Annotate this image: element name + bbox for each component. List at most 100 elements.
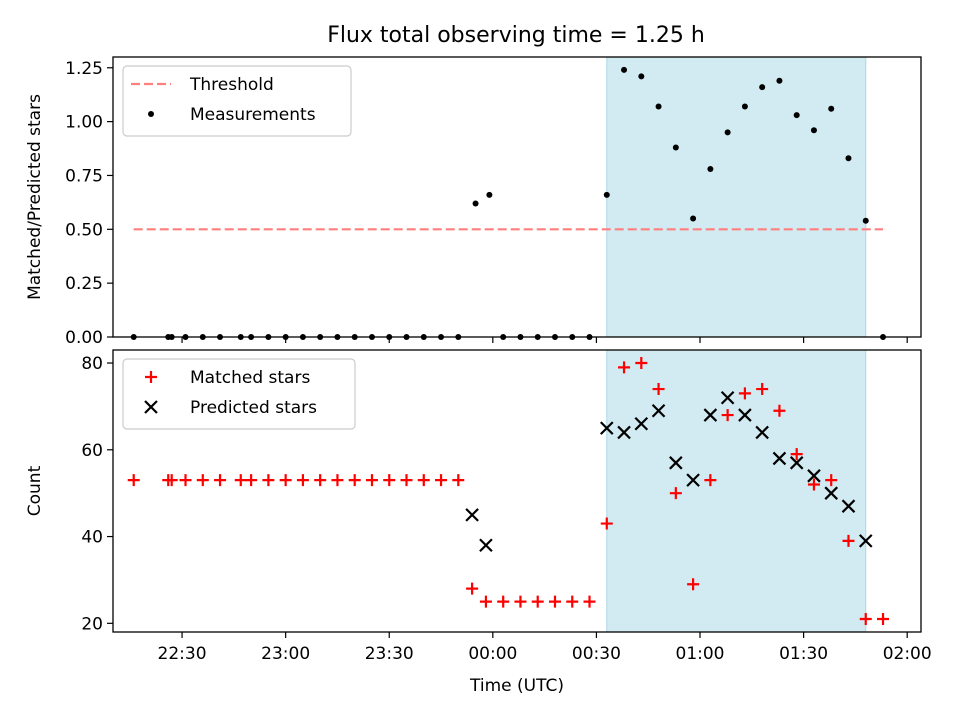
predicted-star-point xyxy=(824,486,838,500)
y-tick-label: 1.25 xyxy=(65,59,103,79)
chart-title: Flux total observing time = 1.25 h xyxy=(327,23,705,48)
matched-star-point xyxy=(738,387,751,400)
matched-star-point xyxy=(669,487,682,500)
predicted-star-point xyxy=(772,451,787,466)
x-tick-label: 02:00 xyxy=(883,644,932,664)
matched-star-point xyxy=(807,478,820,491)
matched-star-point xyxy=(825,474,838,487)
matched-star-point xyxy=(452,474,465,487)
matched-star-point xyxy=(704,474,717,487)
measurement-point xyxy=(472,200,479,207)
x-tick-label: 00:00 xyxy=(468,644,517,664)
predicted-star-point xyxy=(807,469,821,483)
legend-matched-symbol xyxy=(145,371,157,383)
matched-star-point xyxy=(314,474,327,487)
matched-star-point xyxy=(687,578,700,591)
predicted-star-point xyxy=(755,425,769,440)
legend-entry-label: Predicted stars xyxy=(190,398,317,418)
matched-star-point xyxy=(859,612,872,625)
y-tick-label: 20 xyxy=(81,614,103,634)
measurement-point xyxy=(672,144,679,151)
predicted-star-point xyxy=(651,403,666,418)
matched-star-point xyxy=(435,474,448,487)
x-tick-label: 01:00 xyxy=(676,644,725,664)
matched-star-point xyxy=(196,474,209,487)
x-tick-label: 22:30 xyxy=(158,644,207,664)
x-tick-label: 01:30 xyxy=(779,644,828,664)
legend-box xyxy=(122,358,356,430)
measurement-point xyxy=(621,66,628,73)
matched-star-point xyxy=(383,474,396,487)
matched-star-point xyxy=(497,595,510,608)
matched-star-point xyxy=(877,612,890,625)
matched-star-point xyxy=(214,474,227,487)
top-panel: 0.00 0.25 0.50 0.75 1.00 1.25 Matched/Predicte… xyxy=(25,56,922,348)
y-tick-label: 60 xyxy=(81,441,103,461)
y-tick-label: 1.00 xyxy=(65,113,103,133)
matched-star-point xyxy=(417,474,430,487)
legend-entry-label: Measurements xyxy=(190,105,316,125)
measurement-point xyxy=(793,112,800,119)
matched-star-point xyxy=(179,474,192,487)
matched-star-point xyxy=(296,474,309,487)
matched-star-point xyxy=(165,474,178,487)
y-tick-label: 0.25 xyxy=(65,274,103,294)
measurement-point xyxy=(759,84,766,91)
matched-star-point xyxy=(756,383,769,396)
legend-measurement-symbol xyxy=(148,111,154,117)
predicted-star-point xyxy=(479,538,493,553)
y-tick-label: 0.75 xyxy=(65,166,103,186)
y-axis-label: Matched/Predicted stars xyxy=(25,94,45,300)
matched-star-point xyxy=(583,595,596,608)
matched-star-point xyxy=(790,448,803,461)
matched-star-point xyxy=(127,474,140,487)
matched-star-point xyxy=(262,474,275,487)
predicted-star-point xyxy=(841,499,856,513)
predicted-star-point xyxy=(789,456,804,470)
matched-star-point xyxy=(600,517,613,530)
bottom-panel: 20 40 60 80 22:30 23:00 23:30 00:00 00:30 01:00 01… xyxy=(25,349,932,696)
shaded-interval xyxy=(606,56,867,338)
matched-star-point xyxy=(721,409,734,422)
y-tick-label: 80 xyxy=(81,354,103,374)
measurement-point xyxy=(486,191,493,198)
predicted-star-point xyxy=(465,508,479,522)
measurement-point xyxy=(741,103,748,110)
x-tick-label: 23:00 xyxy=(261,644,310,664)
measurement-point xyxy=(828,105,835,112)
measurement-point xyxy=(862,217,869,224)
matched-star-point xyxy=(773,404,786,417)
matched-star-point xyxy=(400,474,413,487)
measurement-point xyxy=(724,129,731,136)
matched-star-point xyxy=(331,474,344,487)
measurement-point xyxy=(603,191,610,198)
legend-predicted-symbol xyxy=(144,400,158,414)
measurement-point xyxy=(776,77,783,84)
predicted-star-point xyxy=(617,425,631,440)
x-tick-label: 23:30 xyxy=(365,644,414,664)
predicted-star-point xyxy=(720,390,735,405)
matched-star-point xyxy=(245,474,258,487)
matched-star-point xyxy=(652,383,665,396)
axes-frame xyxy=(112,56,922,338)
matched-star-point xyxy=(514,595,527,608)
predicted-star-point xyxy=(634,416,649,431)
matched-star-point xyxy=(234,474,247,487)
matched-star-point xyxy=(618,361,631,374)
predicted-star-point xyxy=(738,408,752,422)
predicted-star-point xyxy=(600,421,614,435)
legend-entry-label: Matched stars xyxy=(190,368,310,388)
matched-star-point xyxy=(365,474,378,487)
measurement-point xyxy=(638,73,645,80)
matched-star-point xyxy=(531,595,544,608)
predicted-star-point xyxy=(858,534,873,548)
matched-star-point xyxy=(466,582,479,595)
measurement-point xyxy=(845,155,852,162)
axes-frame xyxy=(112,349,922,633)
matched-star-point xyxy=(842,534,855,547)
matched-star-point xyxy=(279,474,292,487)
matched-star-point xyxy=(548,595,561,608)
measurement-point xyxy=(690,215,697,222)
y-axis-label: Count xyxy=(25,465,45,516)
